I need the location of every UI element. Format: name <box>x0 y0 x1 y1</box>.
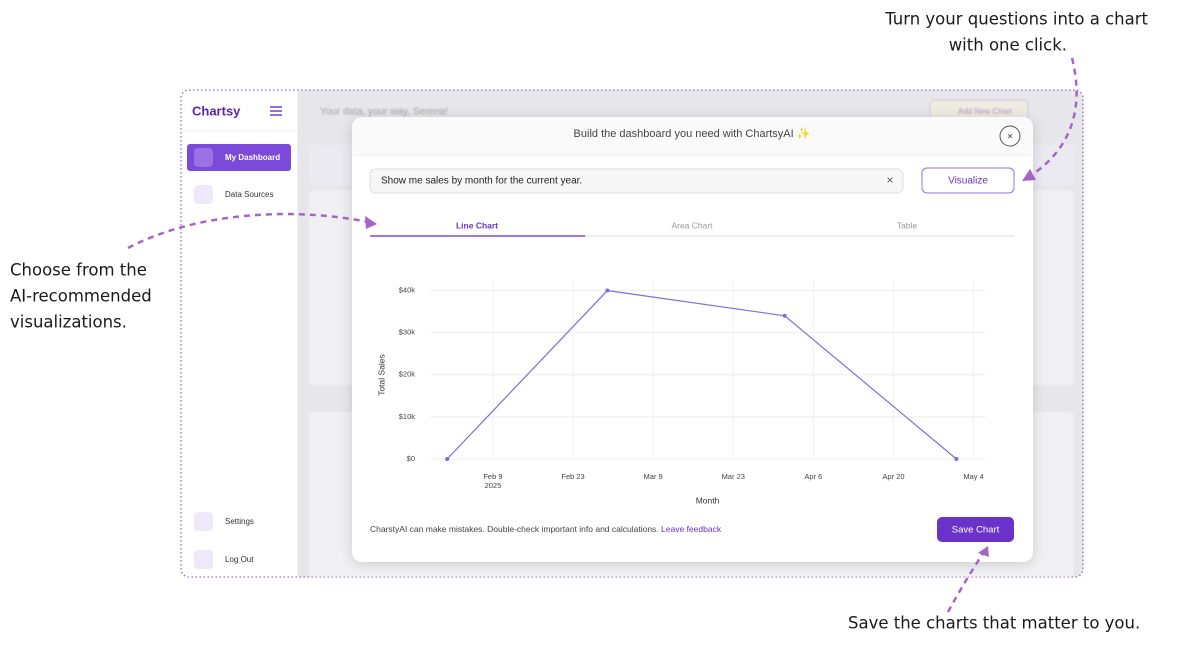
x-tick-label: Mar 9 <box>644 472 663 481</box>
annotation: Choose from the <box>10 261 147 280</box>
logo: Chartsy <box>192 103 241 118</box>
logout-icon <box>194 550 213 569</box>
callout-arrows <box>127 57 1078 613</box>
line <box>446 289 957 460</box>
y-tick-label: $0 <box>407 454 415 463</box>
x-tick-line: Feb 9 <box>483 472 502 481</box>
nav-icon <box>194 148 213 167</box>
nav-item-active[interactable] <box>187 144 291 171</box>
x-tick-line: Mar 23 <box>722 472 745 481</box>
x-tick-label: Feb 23 <box>561 472 584 481</box>
annotation: Save the charts that matter to you. <box>848 614 1140 633</box>
visualize-label[interactable]: Visualize <box>948 176 988 187</box>
y-tick-label: $40k <box>399 286 416 295</box>
x-tick-label: Apr 6 <box>804 472 822 481</box>
annotation: AI-recommended <box>10 287 152 306</box>
arrowheads <box>365 169 1036 557</box>
x-tick-line: 2025 <box>485 481 502 490</box>
y-tick-label: $30k <box>399 328 416 337</box>
arrowhead <box>1022 169 1036 181</box>
nav-label[interactable]: Settings <box>225 517 254 526</box>
close-icon[interactable]: × <box>1007 132 1013 143</box>
disclaimer: CharstyAI can make mistakes. Double-chec… <box>370 524 722 534</box>
point <box>605 288 610 293</box>
arrow <box>127 212 369 250</box>
nav-label[interactable]: Log Out <box>225 555 254 564</box>
x-tick-label: Feb 9 2025 <box>483 472 502 490</box>
greeting: Your data, your way, Serena! <box>320 107 448 118</box>
modal-title: Build the dashboard you need with Charts… <box>574 127 811 140</box>
point <box>782 313 787 318</box>
tab[interactable]: Line Chart <box>456 220 498 230</box>
feedback-link[interactable]: Leave feedback <box>661 524 722 534</box>
x-tick-line: Mar 9 <box>644 472 663 481</box>
arrow <box>946 551 986 613</box>
y-tick-label: $20k <box>399 370 416 379</box>
y-axis-label: Total Sales <box>376 354 386 396</box>
disclaimer-text: CharstyAI can make mistakes. Double-chec… <box>370 524 659 534</box>
x-tick-line: Apr 6 <box>804 472 822 481</box>
save-button[interactable] <box>937 517 1014 542</box>
arrow <box>1029 57 1078 178</box>
save-label[interactable]: Save Chart <box>952 525 1000 536</box>
annotation: with one click. <box>949 36 1067 55</box>
visualize-button[interactable] <box>921 167 1015 194</box>
arrowhead <box>365 216 377 229</box>
settings-icon <box>194 512 213 531</box>
modal <box>352 117 1033 562</box>
close-button[interactable] <box>999 125 1021 147</box>
clear-button[interactable]: × <box>886 173 893 187</box>
x-tick-label: May 4 <box>963 472 983 481</box>
add-chart-label[interactable]: Add New Chart <box>958 107 1013 116</box>
y-tick-label: $10k <box>399 412 416 421</box>
x-tick-line: May 4 <box>963 472 983 481</box>
nav-label[interactable]: Data Sources <box>225 190 273 199</box>
sidebar <box>181 90 298 577</box>
tab[interactable]: Table <box>897 220 918 230</box>
modal-header <box>352 117 1033 155</box>
x-tick-line: Apr 20 <box>882 472 904 481</box>
query-input[interactable] <box>369 168 904 194</box>
x-tick-label: Apr 20 <box>882 472 904 481</box>
annotation: Turn your questions into a chart <box>884 10 1148 29</box>
x-tick-label: Mar 23 <box>722 472 745 481</box>
point <box>954 457 959 461</box>
point <box>445 457 450 461</box>
x-tick-line: Feb 23 <box>561 472 584 481</box>
tab[interactable]: Area Chart <box>671 220 713 230</box>
x-axis-label: Month <box>696 495 720 505</box>
nav-label[interactable]: My Dashboard <box>225 153 280 162</box>
arrowhead <box>978 546 989 557</box>
menu-icon[interactable] <box>270 106 282 116</box>
query-text[interactable]: Show me sales by month for the current y… <box>381 176 582 187</box>
nav-icon <box>194 185 213 204</box>
annotation: visualizations. <box>10 313 127 332</box>
